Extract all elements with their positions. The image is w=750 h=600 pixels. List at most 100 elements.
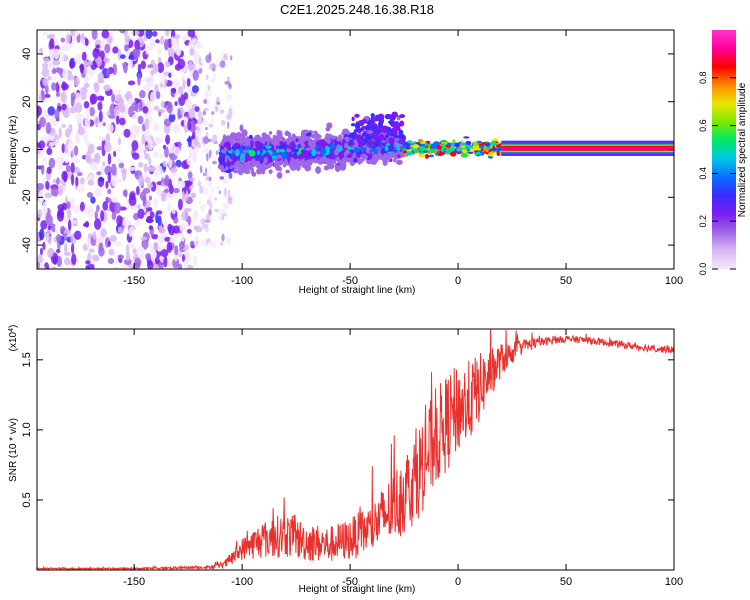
spectrogram-cell (71, 243, 75, 255)
spectrogram-cell (37, 146, 41, 155)
spectrogram-cell (225, 204, 229, 210)
spectrogram-cell (189, 177, 196, 182)
spectrogram-cell (144, 129, 151, 142)
spectrogram-cell (225, 166, 229, 170)
spectrogram-cell (172, 123, 181, 134)
spectrogram-cell (40, 265, 46, 269)
spectrogram-cell (334, 164, 341, 173)
spectrogram-cell (214, 208, 220, 213)
spectrogram-cell (354, 113, 360, 118)
spectrogram-cell (172, 79, 180, 90)
spectrogram-cell (75, 176, 79, 187)
spectrogram-cell (359, 128, 364, 132)
spectrogram-cell (228, 83, 232, 90)
spectrogram-cell (377, 121, 382, 129)
spectrogram-cell (163, 177, 170, 186)
spectrogram-cell (86, 238, 91, 250)
spectrogram-cell (219, 176, 225, 180)
spectrogram-cell (153, 263, 159, 269)
spectrogram-cell (101, 30, 110, 39)
spectrogram-cell (42, 241, 46, 251)
spectrogram-cell (44, 93, 51, 98)
spectrogram-cell (52, 179, 57, 184)
spectrogram-cell (177, 58, 186, 69)
spectrogram-cell (285, 169, 290, 174)
spectrogram-cell (349, 139, 353, 145)
spectrogram-cell (259, 166, 264, 172)
spectrogram-cell (163, 188, 170, 194)
spectrogram-cell (199, 185, 204, 194)
spectrogram-cell (220, 145, 224, 150)
spectrogram-cell (174, 101, 178, 107)
spectrogram-cell (46, 34, 52, 40)
spectrogram-cell (53, 76, 57, 81)
spectrogram-cell (390, 116, 394, 122)
spectrogram-cell (158, 226, 166, 234)
spectrogram-cell (65, 33, 71, 44)
spectrogram-cell (295, 138, 299, 142)
spectrogram-cell (40, 220, 48, 230)
spectrogram-cell (93, 152, 101, 164)
spectrogram-cell (37, 183, 45, 191)
spectrogram-cell (137, 63, 142, 74)
spectrogram-cell (70, 30, 77, 37)
spectrogram-cell (205, 239, 209, 246)
spectrogram-cell (234, 142, 241, 147)
spectrogram-cell (191, 85, 200, 94)
x-tick-label: 100 (665, 576, 683, 588)
spectrogram-cell (111, 196, 118, 203)
spectrogram-cell (198, 110, 203, 119)
spectrogram-cell (143, 163, 148, 173)
spectrogram-cell (178, 241, 185, 250)
spectrogram-cell (125, 251, 131, 262)
spectrogram-cell (53, 48, 60, 60)
spectrogram-cell (241, 136, 246, 144)
spectrogram-cell (191, 38, 198, 44)
spectrogram-cell (69, 59, 75, 69)
spectrogram-cell (112, 266, 120, 269)
spectrogram-cell (275, 160, 279, 168)
spectrogram-cell (57, 79, 63, 86)
spectrogram-cell (73, 145, 79, 156)
spectrogram-cell (150, 38, 156, 46)
spectrogram-cell (94, 83, 100, 94)
spectrogram-cell (305, 147, 312, 151)
spectrogram-cell (92, 254, 99, 261)
spectrogram-cell (169, 184, 174, 195)
spectrogram-cell (485, 142, 491, 147)
y-tick-label: 0.5 (21, 492, 33, 507)
spectrogram-cell (265, 145, 272, 149)
spectrogram-cell (70, 92, 76, 101)
spectrogram-cell (173, 217, 179, 224)
spectrogram-cell (213, 239, 217, 249)
spectrogram-cell (360, 153, 368, 159)
spectrogram-cell (395, 150, 401, 155)
spectrogram-cell (92, 231, 97, 241)
spectrogram-cell (406, 140, 413, 144)
spectrogram-cell (147, 138, 153, 151)
spectrogram-cell (68, 123, 73, 134)
spectrogram-cell (349, 132, 356, 139)
spectrogram-cell (158, 260, 164, 269)
spectrogram-cell (396, 135, 403, 139)
spectrogram-cell (405, 153, 409, 157)
spectrogram-cell (105, 133, 111, 144)
x-tick-label: -50 (342, 576, 358, 588)
spectrogram-cell (94, 187, 102, 198)
spectrogram-cell (106, 36, 113, 44)
spectrogram-cell (220, 156, 225, 163)
spectrogram-cell (39, 247, 43, 256)
spectrogram-cell (174, 47, 181, 56)
spectrogram-cell (163, 71, 170, 76)
spectrogram-cell (46, 166, 52, 175)
spectrogram-cell (268, 130, 273, 135)
spectrogram-cell (173, 225, 180, 234)
spectrogram-cell (38, 47, 44, 53)
spectrogram-cell (126, 243, 130, 254)
spectrogram-cell (183, 92, 189, 100)
spectrogram-cell (105, 180, 109, 189)
spectrogram-cell (276, 154, 282, 159)
spectrogram-cell (166, 101, 173, 114)
spectrogram-cell (177, 180, 186, 189)
spectrogram-cell (43, 57, 50, 64)
